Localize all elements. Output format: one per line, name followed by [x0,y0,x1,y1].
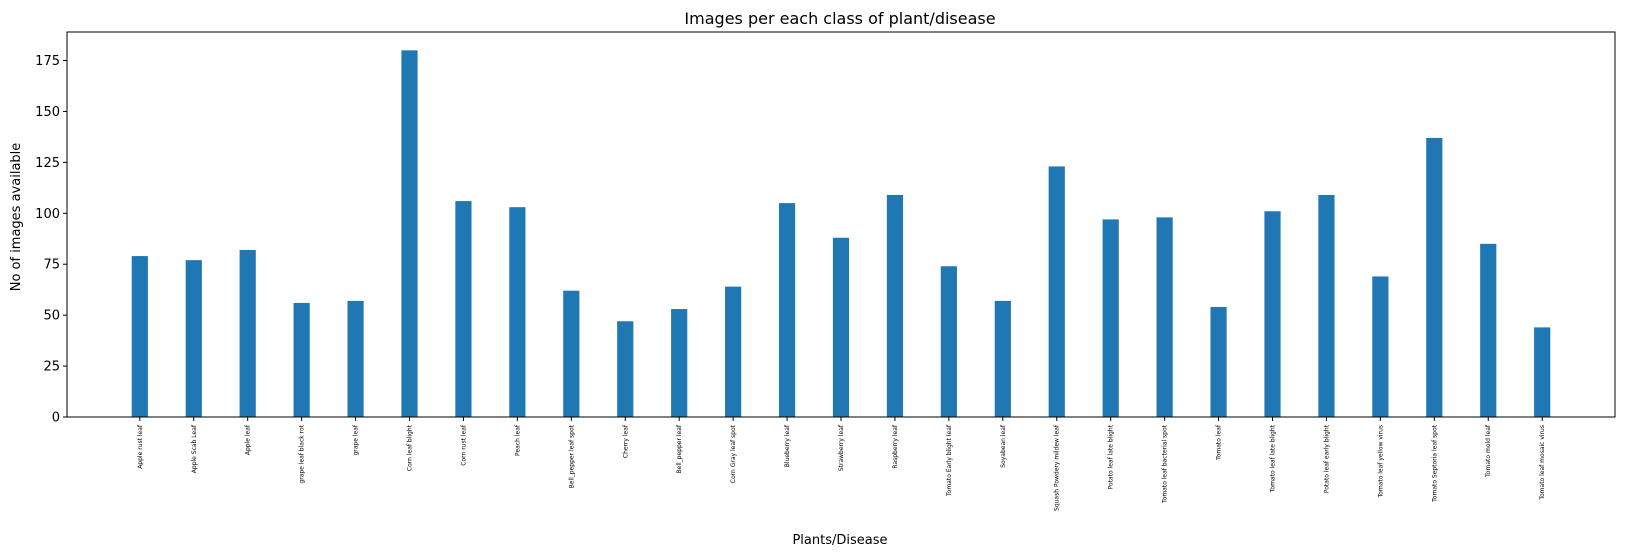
bar-4 [347,300,364,417]
bar-16 [994,300,1011,417]
x-tick-label-24: Tomato Septoria leaf spot [1431,424,1438,502]
x-tick-label-18: Potato leaf late blight [1108,424,1115,489]
x-tick-label-1: Apple Scab Leaf [191,424,198,473]
x-axis-label: Plants/Disease [792,533,887,548]
y-tick-label-6: 150 [35,105,60,120]
y-ticks-group: 0 25 50 75 100 125 150 175 [35,54,67,426]
y-tick-label-0: 0 [52,411,60,426]
bar-19 [1156,217,1173,417]
bar-7 [509,207,526,417]
chart-title: Images per each class of plant/disease [684,9,995,28]
x-ticks-group: Apple rust leaf Apple Scab Leaf Apple leaf… [137,417,1546,511]
x-tick-label-23: Tomato leaf yellow virus [1377,425,1384,499]
x-tick-label-26: Tomato leaf mosaic virus [1539,425,1546,501]
bar-2 [239,249,256,417]
bar-25 [1480,243,1497,417]
x-tick-label-12: Blueberry leaf [784,424,791,467]
x-tick-label-19: Tomato leaf bacterial spot [1162,424,1169,504]
y-tick-label-2: 50 [43,309,60,324]
bar-22 [1318,194,1335,417]
bar-26 [1534,327,1551,417]
x-tick-label-13: Strawberry leaf [838,424,845,471]
y-tick-label-1: 25 [43,360,60,375]
bar-14 [886,194,904,417]
x-tick-label-2: Apple leaf [245,424,252,455]
bar-0 [131,256,148,417]
y-tick-label-5: 125 [35,156,60,171]
plot-frame [66,31,1616,418]
x-tick-label-6: Corn rust leaf [460,424,467,466]
y-tick-label-3: 75 [43,258,60,273]
x-tick-label-15: Tomato Early blight leaf [946,424,953,497]
x-tick-label-17: Squash Powdery mildew leaf [1054,424,1061,511]
x-tick-label-4: grape leaf [353,424,360,455]
bar-18 [1102,219,1119,417]
bar-15 [940,266,957,417]
x-tick-label-20: Tomato leaf [1216,424,1223,461]
y-tick-label-7: 175 [35,54,60,69]
bar-9 [617,321,634,417]
bar-5 [401,50,418,417]
x-tick-label-3: grape leaf black rot [299,424,306,483]
bar-8 [563,290,580,417]
y-axis-label: No of images available [9,143,24,292]
x-tick-label-11: Corn Gray leaf spot [730,424,737,483]
bar-10 [671,309,688,417]
bar-17 [1048,166,1065,417]
x-tick-label-5: Corn leaf blight [407,424,414,471]
bar-20 [1210,307,1227,417]
bar-3 [293,302,310,417]
bar-1 [185,260,202,417]
bar-11 [725,286,742,417]
bar-13 [832,237,850,417]
bar-24 [1426,137,1443,418]
x-tick-label-16: Soyabean leaf [1000,424,1007,468]
x-tick-label-14: Raspberry leaf [892,424,899,468]
x-tick-label-7: Peach leaf [514,424,521,456]
bars-group [131,50,1551,418]
x-tick-label-25: Tomato mold leaf [1485,424,1492,478]
bar-23 [1372,276,1389,417]
x-tick-label-22: Potato leaf early blight [1323,424,1330,493]
x-tick-label-0: Apple rust leaf [137,424,144,469]
x-tick-label-21: Tomato leaf late blight [1269,424,1276,493]
bar-6 [455,201,472,417]
x-tick-label-8: Bell_pepper leaf spot [568,424,575,488]
y-tick-label-4: 100 [35,207,60,222]
x-tick-label-10: Bell_pepper leaf [676,424,683,473]
bar-12 [778,203,796,417]
bar-21 [1264,211,1281,417]
x-tick-label-9: Cherry leaf [622,424,629,458]
